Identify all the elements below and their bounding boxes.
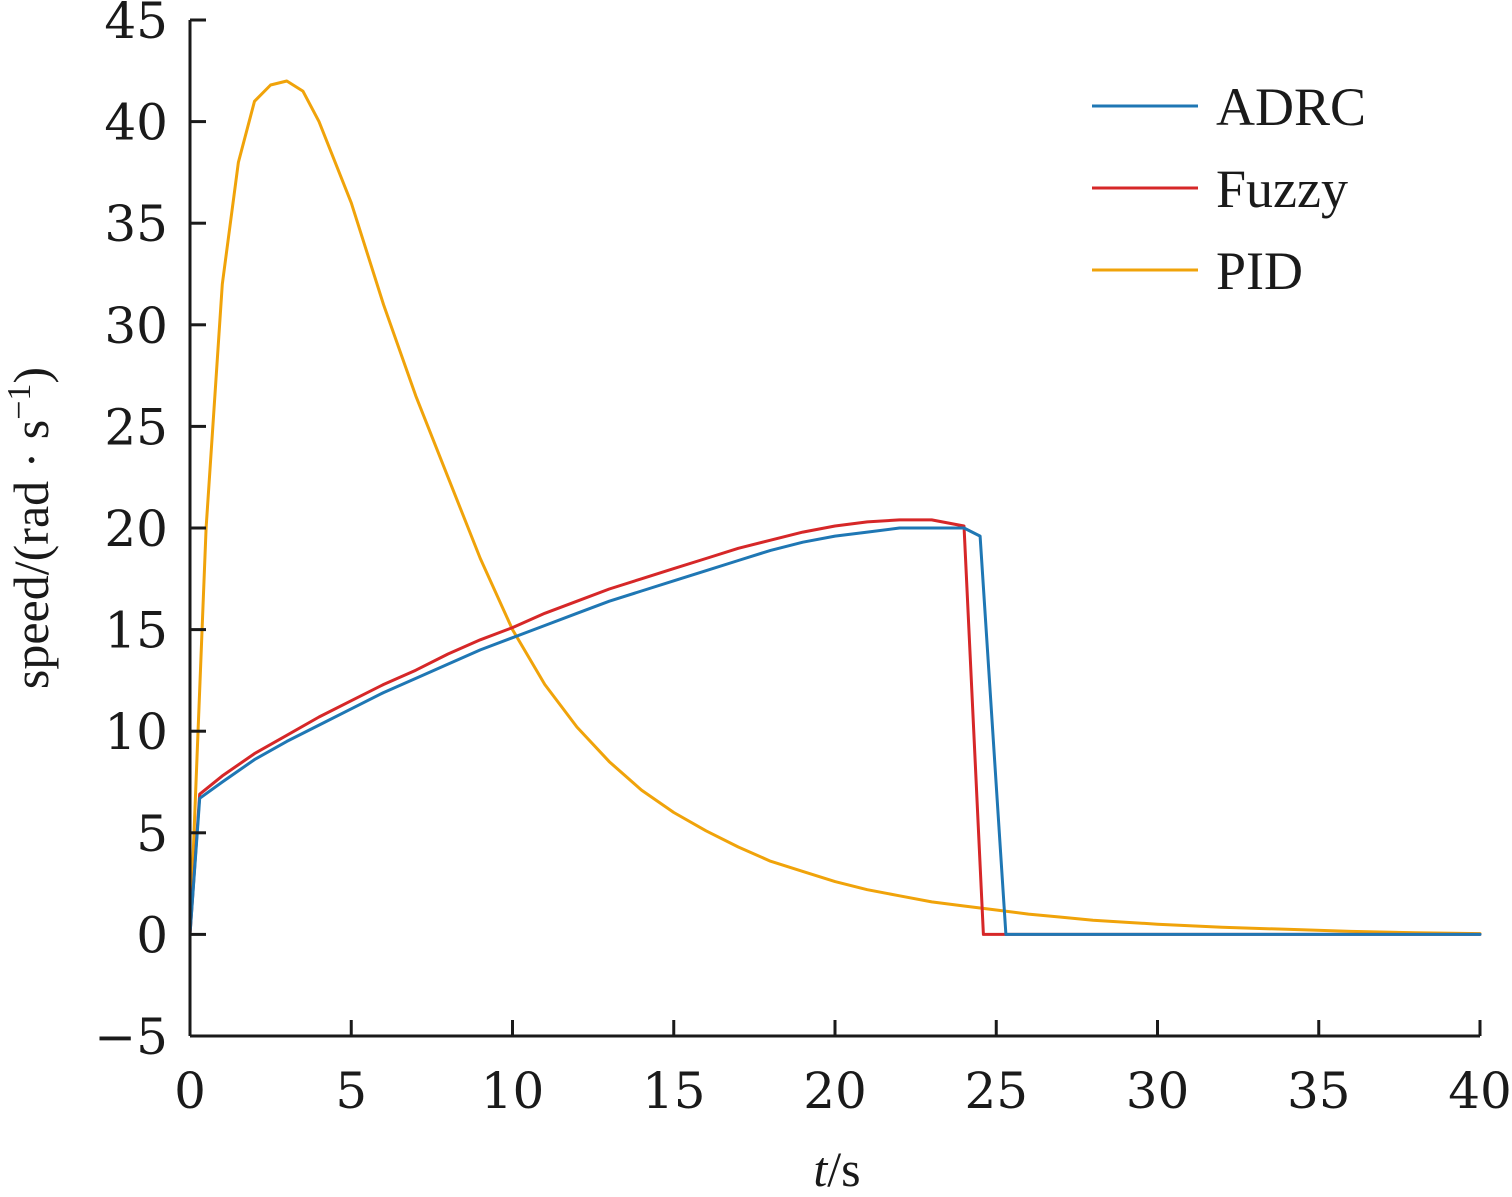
y-ticks: −5 0 5 10 15 20 25 30 35 40 45: [94, 0, 206, 1066]
y-tick-label: 10: [104, 703, 168, 761]
legend: ADRC Fuzzy PID: [1092, 77, 1366, 301]
x-tick-label: 5: [335, 1062, 367, 1120]
y-tick-label: 5: [136, 805, 168, 863]
x-tick-label: 10: [481, 1062, 545, 1120]
x-tick-label: 15: [642, 1062, 706, 1120]
y-tick-label: 35: [104, 195, 168, 253]
x-tick-label: 0: [174, 1062, 206, 1120]
y-axis-title: speed/(rad · s−1): [1, 367, 59, 689]
x-tick-label: 20: [803, 1062, 867, 1120]
y-tick-label: 20: [104, 500, 168, 558]
x-tick-label: 25: [964, 1062, 1028, 1120]
y-tick-label: 15: [104, 602, 168, 660]
x-axis-title: t/s: [813, 1141, 860, 1197]
y-tick-label: −5: [94, 1008, 168, 1066]
y-tick-label: 45: [104, 0, 168, 50]
y-tick-label: 40: [104, 94, 168, 152]
x-ticks: 0 5 10 15 20 25 30 35 40: [174, 1020, 1512, 1120]
legend-label-adrc: ADRC: [1216, 77, 1366, 137]
series-layer: [188, 79, 1482, 936]
series-line-pid: [188, 79, 1482, 936]
y-tick-label: 0: [136, 906, 168, 964]
legend-label-fuzzy: Fuzzy: [1216, 159, 1348, 219]
x-tick-label: 30: [1126, 1062, 1190, 1120]
series-line-fuzzy: [188, 518, 1482, 936]
x-tick-label: 35: [1287, 1062, 1351, 1120]
y-tick-label: 30: [104, 297, 168, 355]
x-tick-label: 40: [1448, 1062, 1512, 1120]
series-line-adrc: [188, 526, 1482, 936]
y-tick-label: 25: [104, 398, 168, 456]
legend-label-pid: PID: [1216, 241, 1303, 301]
